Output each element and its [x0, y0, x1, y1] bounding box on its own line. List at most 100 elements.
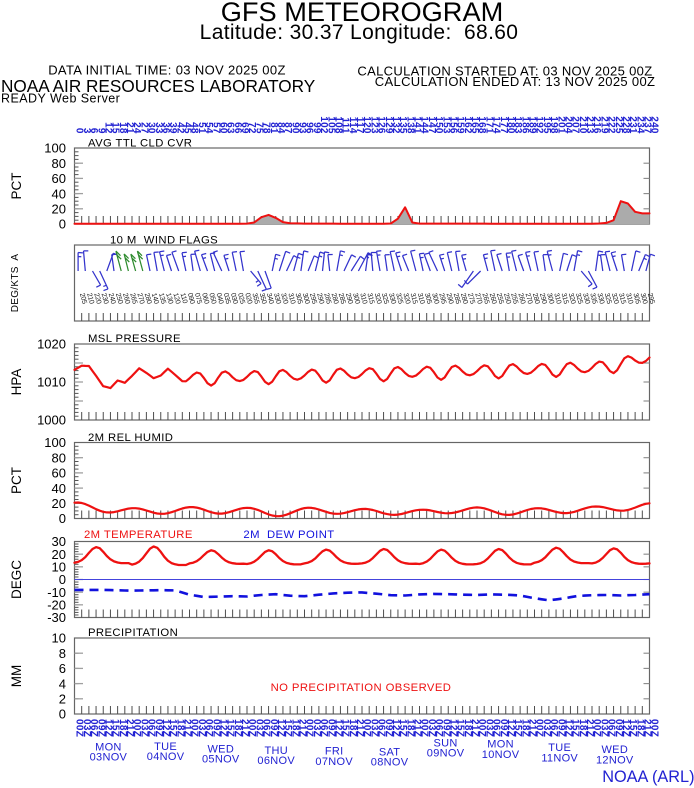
svg-text:275: 275 — [466, 292, 476, 305]
svg-text:3: 3 — [81, 128, 92, 134]
svg-text:06Z: 06Z — [548, 719, 559, 737]
svg-text:325: 325 — [394, 292, 404, 305]
svg-text:09NOV: 09NOV — [427, 748, 465, 760]
svg-text:12Z: 12Z — [275, 719, 286, 737]
svg-text:00Z: 00Z — [361, 719, 372, 737]
svg-text:18: 18 — [117, 122, 128, 134]
svg-text:280: 280 — [531, 292, 541, 305]
svg-text:WED: WED — [602, 744, 629, 756]
svg-text:24: 24 — [131, 122, 142, 134]
svg-text:040: 040 — [215, 292, 225, 305]
svg-text:CALCULATION STARTED AT: 03 NOV: CALCULATION STARTED AT: 03 NOV 2025 00Z — [357, 63, 652, 78]
svg-text:320: 320 — [401, 292, 411, 305]
svg-text:18Z: 18Z — [577, 719, 588, 737]
svg-text:030: 030 — [229, 292, 239, 305]
svg-text:310: 310 — [358, 292, 368, 305]
svg-text:265: 265 — [128, 292, 138, 305]
svg-text:295: 295 — [308, 292, 318, 305]
svg-text:NOAA (ARL): NOAA (ARL) — [602, 768, 694, 786]
svg-text:15Z: 15Z — [512, 719, 523, 737]
svg-text:09Z: 09Z — [325, 719, 336, 737]
svg-text:03Z: 03Z — [138, 719, 149, 737]
svg-text:PCT: PCT — [9, 173, 24, 200]
svg-text:1020: 1020 — [37, 337, 66, 352]
svg-text:Latitude: 30.37 Longitude: 68: Latitude: 30.37 Longitude: 68.60 — [200, 21, 519, 44]
svg-text:18Z: 18Z — [117, 719, 128, 737]
svg-text:110: 110 — [179, 292, 189, 304]
svg-text:00Z: 00Z — [189, 719, 200, 737]
svg-text:300: 300 — [351, 292, 361, 305]
svg-text:138: 138 — [404, 116, 415, 134]
svg-text:165: 165 — [469, 116, 480, 134]
svg-text:60: 60 — [52, 466, 66, 481]
svg-text:06NOV: 06NOV — [257, 755, 295, 767]
svg-text:18Z: 18Z — [462, 719, 473, 737]
svg-text:40: 40 — [52, 186, 66, 201]
svg-text:87: 87 — [282, 122, 293, 134]
svg-text:30: 30 — [52, 534, 66, 549]
svg-text:114: 114 — [347, 117, 358, 134]
svg-text:123: 123 — [368, 116, 379, 134]
svg-text:140: 140 — [150, 292, 160, 305]
svg-text:120: 120 — [361, 116, 372, 134]
svg-text:050: 050 — [207, 292, 217, 305]
svg-text:12Z: 12Z — [505, 719, 516, 737]
svg-text:2M TEMPERATURE: 2M TEMPERATURE — [84, 529, 193, 541]
svg-text:300: 300 — [639, 292, 649, 305]
svg-text:225: 225 — [613, 116, 624, 134]
svg-text:00Z: 00Z — [419, 719, 430, 737]
svg-text:201: 201 — [555, 116, 566, 134]
svg-text:03Z: 03Z — [196, 719, 207, 737]
svg-text:0: 0 — [74, 128, 85, 134]
svg-text:MON: MON — [95, 741, 122, 753]
svg-text:340: 340 — [265, 292, 275, 305]
svg-text:10NOV: 10NOV — [482, 749, 520, 761]
svg-text:159: 159 — [455, 116, 466, 134]
svg-text:240: 240 — [107, 292, 117, 305]
svg-text:228: 228 — [620, 116, 631, 134]
svg-text:03Z: 03Z — [483, 719, 494, 737]
svg-text:210: 210 — [85, 292, 95, 305]
svg-text:300: 300 — [301, 292, 311, 305]
svg-text:10: 10 — [52, 560, 66, 575]
svg-text:295: 295 — [437, 292, 447, 305]
svg-text:18Z: 18Z — [404, 719, 415, 737]
svg-text:135: 135 — [157, 292, 167, 305]
svg-text:84: 84 — [275, 122, 286, 134]
svg-text:-20: -20 — [47, 598, 66, 613]
svg-text:NOAA AIR RESOURCES LABORATORY: NOAA AIR RESOURCES LABORATORY — [1, 76, 316, 96]
svg-text:18Z: 18Z — [347, 719, 358, 737]
svg-text:15Z: 15Z — [455, 719, 466, 737]
svg-text:060: 060 — [200, 292, 210, 305]
svg-text:355: 355 — [250, 292, 260, 305]
svg-text:06Z: 06Z — [606, 719, 617, 737]
svg-text:2M DEW POINT: 2M DEW POINT — [243, 529, 334, 541]
svg-text:231: 231 — [627, 116, 638, 134]
svg-text:MON: MON — [487, 739, 514, 751]
svg-text:78: 78 — [261, 122, 272, 134]
svg-text:12Z: 12Z — [390, 719, 401, 737]
svg-text:-30: -30 — [47, 610, 66, 625]
svg-text:280: 280 — [459, 292, 469, 305]
svg-text:330: 330 — [595, 292, 605, 305]
svg-text:250: 250 — [502, 292, 512, 305]
svg-text:305: 305 — [423, 292, 433, 305]
svg-text:305: 305 — [631, 292, 641, 305]
svg-text:216: 216 — [591, 116, 602, 134]
svg-text:18Z: 18Z — [174, 719, 185, 737]
svg-text:315: 315 — [560, 292, 570, 305]
svg-text:310: 310 — [552, 292, 562, 305]
svg-text:15Z: 15Z — [167, 719, 178, 737]
svg-text:2M REL HUMID: 2M REL HUMID — [88, 432, 173, 444]
svg-text:21Z: 21Z — [469, 719, 480, 737]
svg-text:00Z: 00Z — [649, 719, 660, 737]
svg-text:10: 10 — [52, 631, 66, 646]
svg-text:237: 237 — [642, 116, 653, 134]
svg-text:80: 80 — [52, 156, 66, 171]
svg-text:03Z: 03Z — [598, 719, 609, 737]
svg-text:12Z: 12Z — [620, 719, 631, 737]
svg-text:12Z: 12Z — [102, 719, 113, 737]
svg-text:06Z: 06Z — [376, 719, 387, 737]
svg-text:THU: THU — [264, 745, 288, 757]
svg-text:310: 310 — [624, 292, 634, 305]
